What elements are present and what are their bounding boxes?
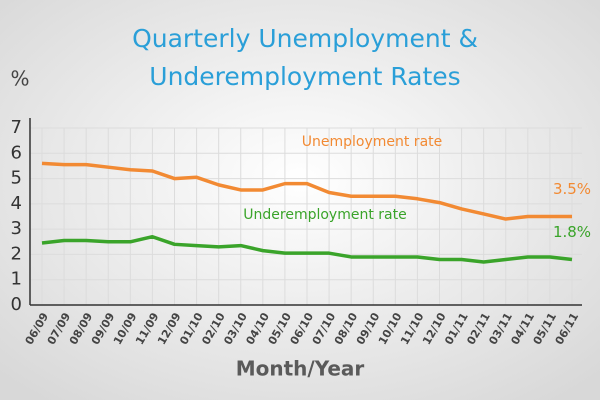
y-tick-label: 6 <box>11 142 22 163</box>
y-tick-label: 3 <box>11 218 22 239</box>
series-label: Unemployment rate <box>302 134 443 150</box>
y-tick-label: 7 <box>11 117 22 138</box>
value-label: 1.8% <box>553 223 591 241</box>
x-axis-label: Month/Year <box>236 357 365 381</box>
y-tick-label: 4 <box>11 193 22 214</box>
y-tick-label: 5 <box>11 168 22 189</box>
series-line <box>41 161 572 221</box>
y-tick-label: 2 <box>11 243 22 264</box>
chart-title: Quarterly Unemployment & <box>132 24 478 53</box>
y-axis-label: % <box>10 67 29 91</box>
y-tick-label: 1 <box>11 269 22 290</box>
y-tick-label: 0 <box>11 294 22 315</box>
series-label: Underemployment rate <box>243 207 406 223</box>
chart-title: Underemployment Rates <box>149 62 460 91</box>
series-line <box>41 234 573 264</box>
value-label: 3.5% <box>553 180 591 198</box>
